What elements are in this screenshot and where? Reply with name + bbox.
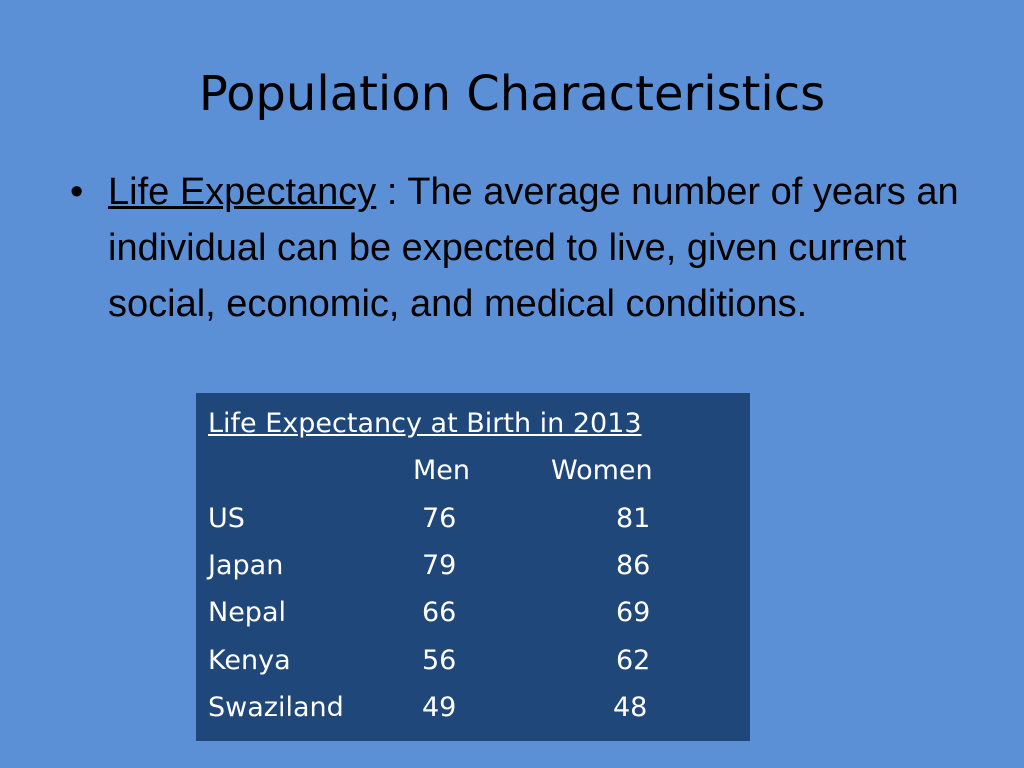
life-expectancy-table: Life Expectancy at Birth in 2013 Men Wom… [196, 393, 750, 741]
men-value-cell: 66 [422, 597, 457, 628]
women-value-cell: 62 [616, 645, 651, 676]
table-row: US 76 81 [196, 495, 750, 543]
column-header-women: Women [551, 455, 653, 486]
column-header-men: Men [413, 455, 471, 486]
women-value-cell: 48 [613, 692, 648, 723]
men-value-cell: 79 [422, 550, 457, 581]
country-cell: Kenya [208, 645, 291, 676]
women-value-cell: 81 [616, 503, 651, 534]
men-value-cell: 49 [422, 692, 457, 723]
men-value-cell: 76 [422, 503, 457, 534]
defined-term: Life Expectancy [108, 171, 377, 213]
table-row: Kenya 56 62 [196, 637, 750, 685]
table-row: Japan 79 86 [196, 542, 750, 590]
table-caption: Life Expectancy at Birth in 2013 [208, 408, 642, 439]
term-definition: The average number of years an individua… [108, 171, 959, 325]
bullet-text: Life Expectancy : The average number of … [108, 164, 988, 332]
country-cell: US [208, 503, 245, 534]
country-cell: Swaziland [208, 692, 344, 723]
country-cell: Nepal [208, 597, 286, 628]
slide-title: Population Characteristics [198, 66, 826, 122]
table-header-row: Men Women [196, 447, 750, 495]
women-value-cell: 86 [616, 550, 651, 581]
country-cell: Japan [208, 550, 284, 581]
term-separator: : [376, 171, 408, 213]
women-value-cell: 69 [616, 597, 651, 628]
table-row: Nepal 66 69 [196, 589, 750, 637]
bullet-marker: • [70, 171, 84, 213]
men-value-cell: 56 [422, 645, 457, 676]
table-row: Swaziland 49 48 [196, 684, 750, 732]
